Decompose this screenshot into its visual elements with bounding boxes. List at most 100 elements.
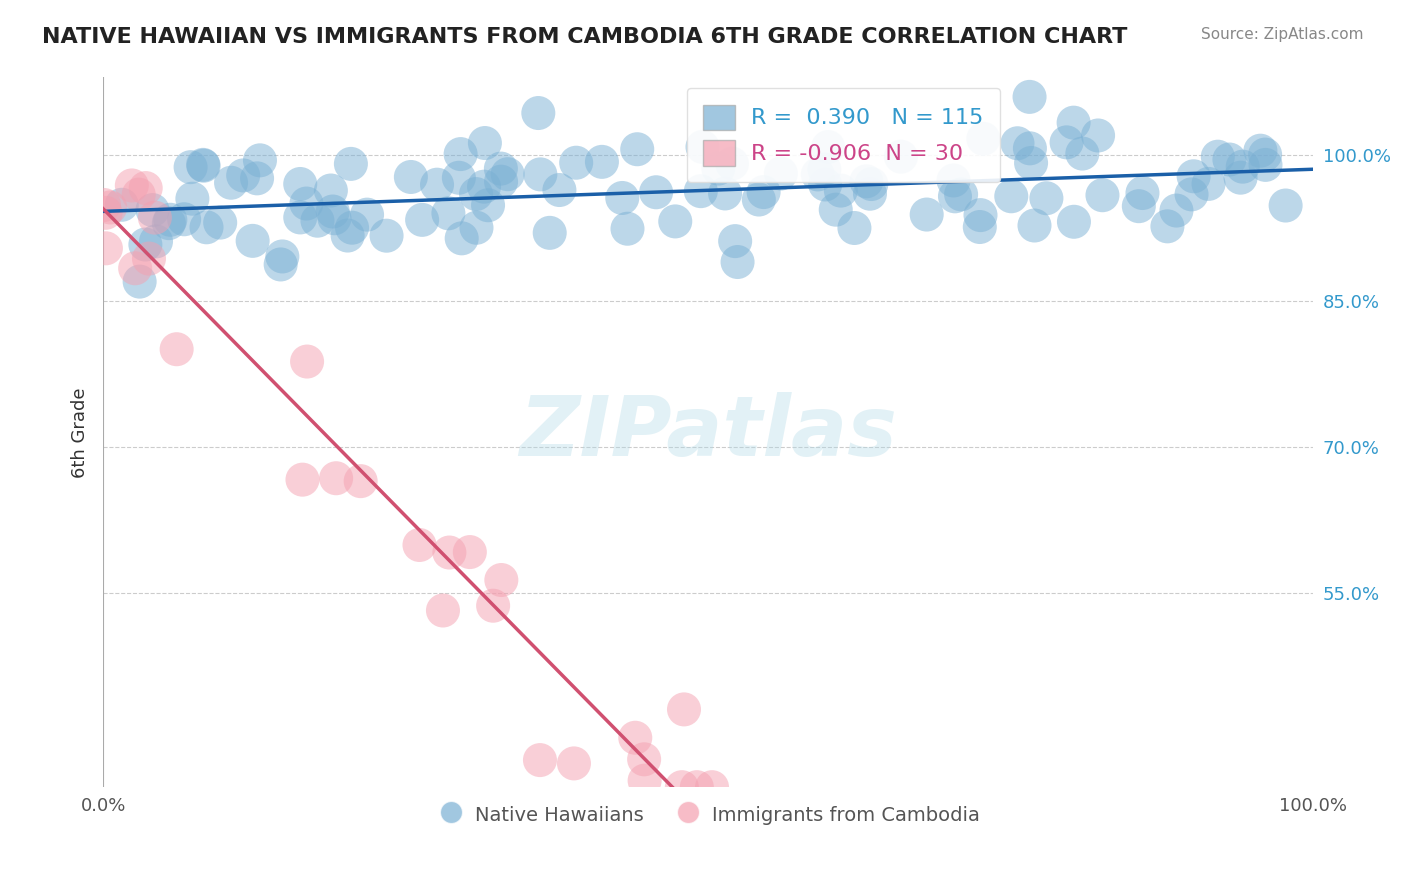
Point (432, 603, 454, 617)
Point (633, 773, 655, 788)
Point (689, 184, 711, 198)
Point (942, 173, 965, 187)
Point (465, 187, 488, 202)
Point (340, 220, 363, 235)
Point (562, 756, 585, 771)
Point (474, 136, 496, 150)
Text: NATIVE HAWAIIAN VS IMMIGRANTS FROM CAMBODIA 6TH GRADE CORRELATION CHART: NATIVE HAWAIIAN VS IMMIGRANTS FROM CAMBO… (42, 27, 1128, 46)
Point (496, 167, 519, 181)
Point (721, 156, 744, 170)
Point (134, 237, 156, 252)
Point (411, 212, 433, 227)
Point (295, 354, 318, 368)
Point (157, 216, 180, 230)
Point (437, 206, 460, 220)
Point (943, 189, 966, 203)
Point (336, 228, 359, 243)
Point (141, 203, 163, 218)
Point (844, 221, 866, 235)
Point (1035, 191, 1057, 205)
Point (686, 780, 709, 794)
Point (748, 193, 770, 207)
Point (145, 235, 167, 249)
Point (121, 178, 143, 193)
Point (219, 176, 242, 190)
Point (1254, 158, 1277, 172)
Point (860, 177, 883, 191)
Point (1087, 128, 1109, 143)
Point (855, 174, 877, 188)
Point (969, 208, 991, 222)
Point (399, 169, 422, 184)
Point (1206, 150, 1229, 164)
Point (491, 573, 513, 587)
Point (752, 185, 775, 199)
Point (159, 212, 181, 227)
Point (426, 178, 449, 192)
Point (813, 162, 835, 177)
Point (915, 208, 938, 222)
Point (527, 106, 550, 120)
Point (1128, 199, 1150, 213)
Point (477, 198, 499, 212)
Point (93, 198, 115, 212)
Point (128, 275, 150, 289)
Point (319, 184, 342, 198)
Point (472, 179, 495, 194)
Point (356, 208, 378, 222)
Point (817, 140, 839, 154)
Point (1166, 203, 1188, 218)
Text: Source: ZipAtlas.com: Source: ZipAtlas.com (1201, 27, 1364, 42)
Point (173, 212, 195, 227)
Point (191, 158, 214, 172)
Point (1182, 169, 1205, 184)
Point (340, 157, 363, 171)
Point (538, 226, 561, 240)
Point (166, 343, 188, 357)
Point (111, 198, 134, 212)
Point (489, 175, 512, 189)
Point (242, 234, 264, 248)
Point (450, 231, 472, 245)
Point (1132, 186, 1154, 200)
Point (824, 202, 846, 217)
Text: ZIPatlas: ZIPatlas (519, 392, 897, 473)
Point (727, 255, 749, 269)
Point (1018, 90, 1040, 104)
Point (724, 234, 747, 248)
Point (1254, 147, 1277, 161)
Point (249, 153, 271, 168)
Point (1091, 188, 1114, 202)
Point (209, 216, 232, 230)
Point (548, 183, 571, 197)
Point (465, 220, 488, 235)
Point (972, 132, 994, 146)
Point (1180, 187, 1202, 202)
Point (1063, 116, 1085, 130)
Point (138, 252, 160, 266)
Point (769, 167, 792, 181)
Point (1218, 153, 1240, 167)
Point (1232, 160, 1254, 174)
Legend: Native Hawaiians, Immigrants from Cambodia: Native Hawaiians, Immigrants from Cambod… (429, 795, 988, 834)
Point (439, 545, 461, 559)
Point (890, 150, 912, 164)
Point (181, 192, 204, 206)
Point (859, 186, 882, 201)
Point (325, 471, 347, 485)
Point (1229, 170, 1251, 185)
Point (1007, 136, 1029, 151)
Point (1063, 215, 1085, 229)
Point (180, 160, 202, 174)
Point (664, 214, 686, 228)
Point (1274, 198, 1296, 212)
Point (612, 191, 634, 205)
Point (458, 545, 481, 559)
Point (135, 181, 157, 195)
Point (290, 177, 312, 191)
Point (950, 187, 973, 202)
Point (291, 473, 314, 487)
Point (830, 184, 852, 198)
Point (447, 170, 470, 185)
Point (529, 753, 551, 767)
